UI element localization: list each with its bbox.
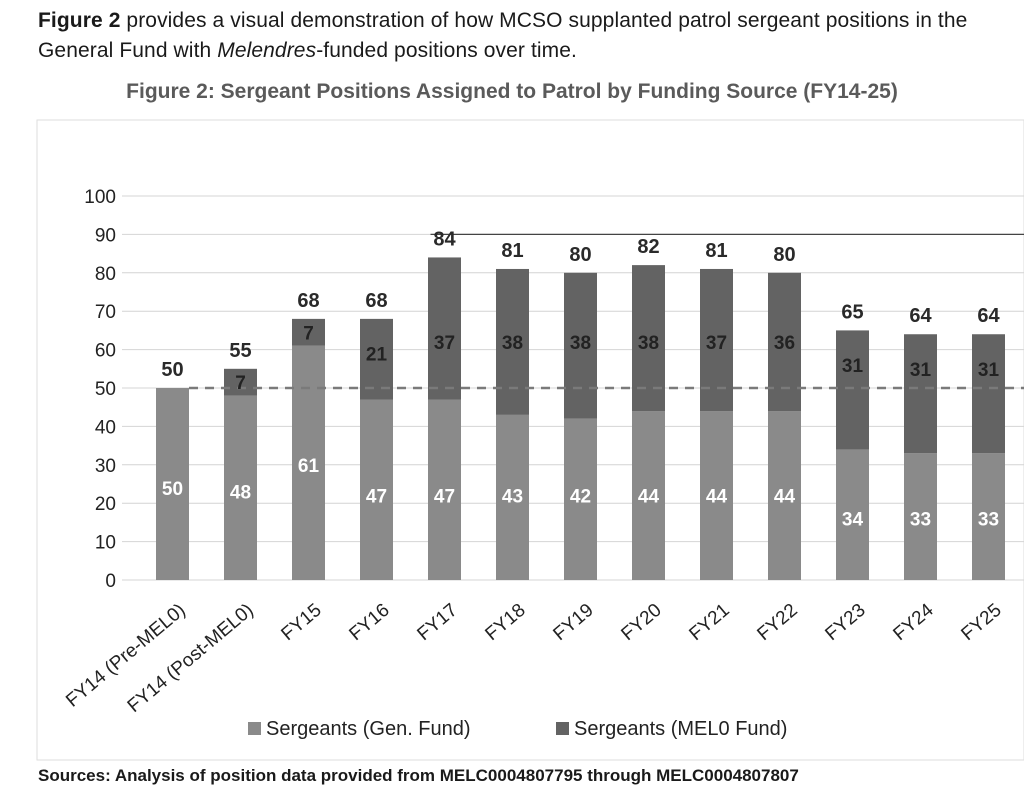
label-mel0-fund-2: 7 (303, 323, 314, 344)
label-total-7: 82 (637, 236, 659, 258)
label-gen-fund-5: 43 (502, 487, 523, 508)
label-mel0-fund-10: 31 (842, 356, 864, 377)
label-total-9: 80 (773, 244, 795, 266)
legend-swatch-0 (248, 722, 261, 735)
bar-gen-fund-2 (292, 345, 325, 580)
label-total-3: 68 (365, 290, 387, 312)
y-tick-label-0: 0 (105, 571, 116, 592)
label-mel0-fund-8: 37 (706, 333, 727, 354)
intro-emphasis: Melendres (217, 39, 317, 62)
label-total-1: 55 (229, 340, 251, 362)
label-gen-fund-7: 44 (638, 487, 660, 508)
y-tick-label-100: 100 (84, 187, 116, 208)
label-gen-fund-0: 50 (162, 479, 183, 500)
label-gen-fund-12: 33 (978, 510, 999, 531)
intro-paragraph: Figure 2 provides a visual demonstration… (38, 6, 1018, 66)
label-total-2: 68 (297, 290, 319, 312)
label-total-0: 50 (161, 359, 183, 381)
bar-gen-fund-7 (632, 411, 665, 580)
data-label-layer: 50 50 48 7 55 61 7 68 47 21 68 47 37 84 43 38 81 42 38 80 44… (161, 228, 1000, 530)
y-tick-label-20: 20 (95, 494, 116, 515)
legend-swatch-1 (556, 722, 569, 735)
bar-gen-fund-3 (360, 399, 393, 580)
y-tick-label-30: 30 (95, 456, 116, 477)
y-tick-label-80: 80 (95, 264, 116, 285)
legend: Sergeants (Gen. Fund) Sergeants (MEL0 Fun… (248, 718, 787, 740)
label-mel0-fund-4: 37 (434, 333, 455, 354)
label-gen-fund-9: 44 (774, 487, 796, 508)
bar-gen-fund-6 (564, 418, 597, 580)
bar-mel0-fund-4 (428, 257, 461, 400)
bar-mel0-fund-2 (292, 318, 325, 346)
bar-layer (156, 257, 1005, 580)
intro-text-1: provides a visual demonstration of how M… (38, 9, 968, 62)
intro-text-2: -funded positions over time. (316, 39, 577, 62)
bar-mel0-fund-10 (836, 330, 869, 450)
label-total-4: 84 (433, 228, 456, 250)
bar-mel0-fund-5 (496, 268, 529, 415)
label-total-10: 65 (841, 301, 863, 323)
sources-note: Sources: Analysis of position data provi… (38, 766, 799, 785)
label-total-11: 64 (909, 305, 932, 327)
bar-gen-fund-9 (768, 411, 801, 580)
bar-gen-fund-4 (428, 399, 461, 580)
bar-mel0-fund-1 (224, 368, 257, 396)
intro-lead: Figure 2 (38, 9, 121, 32)
bar-gen-fund-11 (904, 453, 937, 580)
legend-label-0: Sergeants (Gen. Fund) (266, 718, 471, 740)
y-tick-label-40: 40 (95, 417, 116, 438)
y-tick-label-60: 60 (95, 341, 116, 362)
label-gen-fund-11: 33 (910, 510, 931, 531)
bar-gen-fund-0 (156, 388, 189, 580)
bar-mel0-fund-6 (564, 272, 597, 419)
label-mel0-fund-5: 38 (502, 333, 523, 354)
bar-mel0-fund-11 (904, 334, 937, 454)
y-tick-label-70: 70 (95, 302, 116, 323)
bar-gen-fund-10 (836, 449, 869, 580)
label-gen-fund-10: 34 (842, 510, 864, 531)
bar-gen-fund-12 (972, 453, 1005, 580)
bar-gen-fund-5 (496, 414, 529, 580)
label-gen-fund-4: 47 (434, 487, 455, 508)
label-mel0-fund-6: 38 (570, 333, 591, 354)
label-total-5: 81 (501, 240, 523, 262)
y-tick-label-90: 90 (95, 225, 116, 246)
label-mel0-fund-11: 31 (910, 360, 932, 381)
label-mel0-fund-3: 21 (366, 344, 388, 365)
reference-line-layer (189, 233, 1024, 390)
label-total-6: 80 (569, 244, 591, 266)
label-mel0-fund-9: 36 (774, 333, 795, 354)
bar-mel0-fund-7 (632, 265, 665, 412)
bar-gen-fund-8 (700, 411, 733, 580)
y-tick-label-10: 10 (95, 533, 116, 554)
label-gen-fund-8: 44 (706, 487, 728, 508)
bar-mel0-fund-12 (972, 334, 1005, 454)
figure-title: Figure 2: Sergeant Positions Assigned to… (126, 80, 898, 103)
label-mel0-fund-7: 38 (638, 333, 659, 354)
bar-mel0-fund-3 (360, 318, 393, 400)
label-mel0-fund-12: 31 (978, 360, 1000, 381)
label-mel0-fund-1: 7 (235, 373, 246, 394)
label-gen-fund-6: 42 (570, 487, 591, 508)
label-total-8: 81 (705, 240, 727, 262)
label-total-12: 64 (977, 305, 1000, 327)
label-gen-fund-3: 47 (366, 487, 387, 508)
bar-gen-fund-1 (224, 395, 257, 580)
label-gen-fund-1: 48 (230, 483, 251, 504)
y-tick-label-50: 50 (95, 379, 116, 400)
legend-label-1: Sergeants (MEL0 Fund) (574, 718, 787, 740)
label-gen-fund-2: 61 (298, 456, 320, 477)
